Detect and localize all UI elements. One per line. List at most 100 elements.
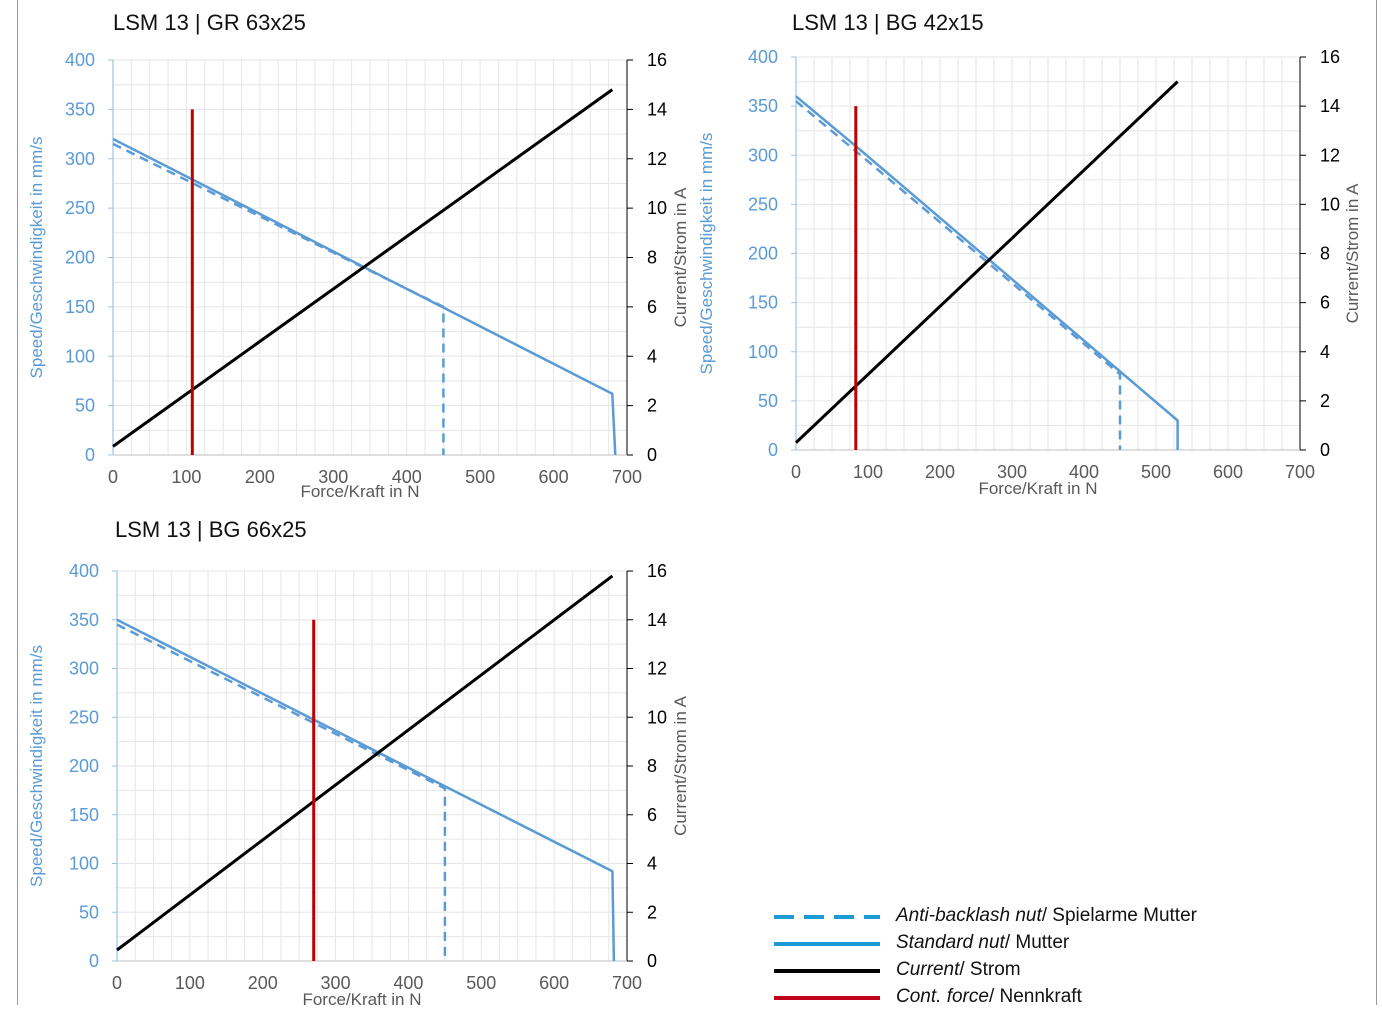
x-tick-label: 300	[318, 467, 348, 487]
x-tick-label: 100	[175, 973, 205, 993]
y-axis-label: Speed/Geschwindigkeit in mm/s	[697, 133, 716, 375]
chart-title: LSM 13 | GR 63x25	[113, 10, 306, 35]
y-tick-label: 50	[75, 396, 95, 416]
x-tick-label: 500	[466, 973, 496, 993]
y2-tick-label: 12	[647, 149, 667, 169]
y-tick-label: 100	[748, 342, 778, 362]
legend-swatch-black	[772, 958, 882, 982]
y-tick-label: 50	[79, 902, 99, 922]
chart-title: LSM 13 | BG 42x15	[792, 10, 984, 35]
x-tick-label: 200	[245, 467, 275, 487]
x-tick-label: 500	[465, 467, 495, 487]
y2-tick-label: 14	[647, 99, 667, 119]
y2-tick-label: 14	[1320, 96, 1340, 116]
y2-tick-label: 8	[1320, 244, 1330, 264]
y-tick-label: 400	[69, 561, 99, 581]
y-tick-label: 350	[65, 99, 95, 119]
y2-tick-label: 0	[647, 445, 657, 465]
y-tick-label: 0	[768, 440, 778, 460]
y-tick-label: 250	[748, 194, 778, 214]
legend-item-standard: Standard nut/ Mutter	[772, 929, 1372, 956]
y-tick-label: 200	[69, 756, 99, 776]
x-tick-label: 700	[612, 467, 642, 487]
y2-tick-label: 8	[647, 248, 657, 268]
x-tick-label: 700	[612, 973, 642, 993]
legend-label: Standard nut/ Mutter	[896, 931, 1070, 953]
x-tick-label: 300	[321, 973, 351, 993]
y2-tick-label: 0	[647, 951, 657, 971]
y-tick-label: 50	[758, 391, 778, 411]
series-line-anti-backlash	[112, 142, 445, 455]
y-tick-label: 300	[748, 145, 778, 165]
x-tick-label: 200	[925, 462, 955, 482]
series-line-current	[116, 574, 614, 952]
y-tick-label: 100	[69, 854, 99, 874]
x-tick-label: 300	[997, 462, 1027, 482]
y-tick-label: 300	[65, 149, 95, 169]
x-axis-label: Force/Kraft in N	[302, 990, 421, 1005]
y2-axis-label: Current/Strom in A	[671, 695, 690, 835]
y2-tick-label: 12	[647, 659, 667, 679]
x-axis-label: Force/Kraft in N	[978, 479, 1097, 498]
legend-swatch-red	[772, 985, 882, 1009]
y-tick-label: 0	[85, 445, 95, 465]
series-line-current	[794, 80, 1179, 444]
y2-axis-label: Current/Strom in A	[671, 187, 690, 327]
grid	[112, 59, 628, 456]
y-axis-label: Speed/Geschwindigkeit in mm/s	[27, 645, 46, 887]
x-tick-label: 100	[853, 462, 883, 482]
x-tick-label: 700	[1285, 462, 1315, 482]
page-frame-left	[17, 0, 18, 1005]
y2-tick-label: 8	[647, 756, 657, 776]
x-tick-label: 400	[1069, 462, 1099, 482]
y2-tick-label: 6	[647, 297, 657, 317]
legend-item-anti-backlash: Anti-backlash nut/ Spielarme Mutter	[772, 902, 1372, 929]
y2-tick-label: 0	[1320, 440, 1330, 460]
y-tick-label: 250	[65, 198, 95, 218]
y-tick-label: 350	[748, 96, 778, 116]
legend-swatch-dashed	[772, 904, 882, 928]
x-tick-label: 0	[108, 467, 118, 487]
x-tick-label: 400	[393, 973, 423, 993]
y-axis-label: Speed/Geschwindigkeit in mm/s	[27, 137, 46, 379]
x-axis-label: Force/Kraft in N	[300, 482, 419, 501]
x-tick-label: 200	[248, 973, 278, 993]
grid	[116, 570, 628, 962]
y2-tick-label: 4	[647, 346, 657, 366]
chart-gr-63x25: 0 50 100 150 200 250 300 350 400 0 2 4 6 8 10 12 14 16 0 10…	[27, 10, 690, 501]
page-frame-right	[1376, 0, 1377, 1005]
x-tick-label: 600	[1213, 462, 1243, 482]
y-tick-label: 150	[65, 297, 95, 317]
y-tick-label: 350	[69, 610, 99, 630]
y2-tick-label: 4	[1320, 342, 1330, 362]
y-tick-label: 200	[748, 244, 778, 264]
y2-tick-label: 14	[647, 610, 667, 630]
y-tick-label: 150	[748, 293, 778, 313]
y2-tick-label: 6	[647, 805, 657, 825]
y-tick-label: 300	[69, 659, 99, 679]
chart-title: LSM 13 | BG 66x25	[115, 517, 307, 542]
legend-item-current: Current/ Strom	[772, 956, 1372, 983]
y-tick-label: 400	[748, 47, 778, 67]
y2-tick-label: 16	[647, 50, 667, 70]
x-tick-label: 0	[112, 973, 122, 993]
y2-tick-label: 12	[1320, 145, 1340, 165]
legend-item-cont-force: Cont. force/ Nennkraft	[772, 983, 1372, 1010]
y2-tick-label: 10	[647, 198, 667, 218]
y2-axis-label: Current/Strom in A	[1343, 183, 1362, 323]
series-line-anti-backlash	[116, 623, 447, 961]
x-tick-label: 100	[171, 467, 201, 487]
y2-tick-label: 2	[647, 902, 657, 922]
x-tick-label: 600	[539, 467, 569, 487]
series-line-current	[112, 88, 614, 448]
series-line-standard	[795, 95, 1179, 450]
y2-tick-label: 2	[647, 396, 657, 416]
x-tick-label: 600	[539, 973, 569, 993]
x-tick-label: 0	[791, 462, 801, 482]
legend-label: Cont. force/ Nennkraft	[896, 985, 1082, 1007]
y2-tick-label: 16	[1320, 47, 1340, 67]
y-tick-label: 0	[89, 951, 99, 971]
y-tick-label: 200	[65, 248, 95, 268]
y-tick-label: 100	[65, 346, 95, 366]
y2-tick-label: 10	[647, 707, 667, 727]
